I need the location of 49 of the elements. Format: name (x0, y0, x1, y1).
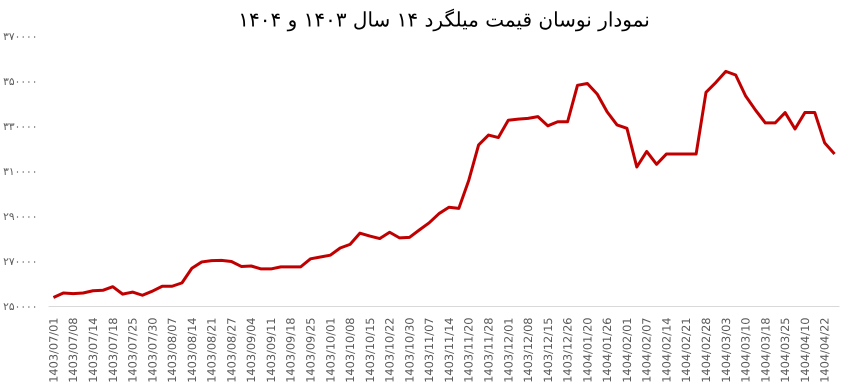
x-tick-label: 1404/02/01 (620, 317, 634, 383)
x-tick-label: 1404/02/14 (659, 317, 674, 383)
chart-title: نمودار نوسان قیمت میلگرد ۱۴ سال ۱۴۰۳ و ۱۴۰۴ (238, 8, 650, 32)
x-tick-label: 1403/07/08 (66, 317, 80, 383)
x-tick-label: 1403/11/28 (481, 317, 496, 383)
x-tick-label: 1403/07/30 (145, 317, 160, 383)
x-tick-label: 1404/03/25 (778, 317, 792, 383)
x-tick-label: 1404/03/03 (718, 317, 733, 383)
x-tick-label: 1403/10/22 (382, 317, 397, 383)
x-tick-label: 1403/10/01 (323, 317, 338, 383)
y-tick-label: ۳۳۰۰۰۰ (3, 120, 38, 133)
x-tick-label: 1403/11/07 (422, 317, 436, 383)
y-tick-label: ۲۹۰۰۰۰ (3, 210, 38, 223)
x-tick-label: 1403/12/01 (501, 317, 516, 383)
x-tick-label: 1403/07/14 (86, 317, 100, 383)
x-tick-label: 1403/12/15 (540, 317, 555, 383)
x-tick-label: 1403/10/15 (362, 317, 377, 383)
x-tick-label: 1403/08/14 (184, 317, 199, 383)
line-series (52, 70, 836, 299)
x-tick-label: 1404/04/10 (798, 317, 812, 383)
x-tick-label: 1404/03/18 (758, 317, 772, 383)
x-tick-label: 1403/11/20 (462, 317, 476, 383)
x-tick-label: 1403/11/14 (442, 317, 456, 383)
x-tick-label: 1404/02/28 (699, 317, 714, 383)
x-tick-label: 1403/08/21 (204, 317, 219, 383)
x-tick-label: 1403/09/18 (284, 317, 298, 383)
x-tick-label: 1403/09/25 (304, 317, 318, 383)
x-tick-label: 1403/08/27 (224, 317, 238, 383)
x-tick-label: 1404/03/10 (738, 317, 753, 383)
x-tick-label: 1404/02/07 (640, 317, 654, 383)
x-tick-label: 1403/09/11 (264, 317, 278, 383)
x-tick-label: 1403/12/08 (521, 317, 536, 383)
x-tick-label: 1404/02/21 (679, 317, 694, 383)
x-tick-label: 1403/10/08 (343, 317, 358, 383)
y-tick-label: ۳۵۰۰۰۰ (3, 75, 38, 88)
x-tick-label: 1404/04/22 (818, 317, 832, 383)
x-tick-label: 1403/07/18 (106, 317, 120, 383)
y-tick-label: ۲۷۰۰۰۰ (3, 255, 38, 268)
y-tick-label: ۳۷۰۰۰۰ (3, 30, 38, 43)
x-tick-label: 1403/08/07 (165, 317, 180, 383)
x-tick-label: 1404/01/20 (580, 317, 594, 383)
y-tick-label: ۳۱۰۰۰۰ (3, 165, 38, 178)
x-tick-label: 1403/10/30 (402, 317, 416, 383)
x-tick-label: 1404/01/26 (600, 317, 614, 383)
x-tick-label: 1403/12/26 (560, 317, 575, 383)
y-tick-label: ۲۵۰۰۰۰ (3, 300, 38, 313)
x-tick-label: 1403/07/25 (126, 317, 140, 383)
x-tick-label: 1403/07/01 (46, 317, 60, 383)
x-tick-label: 1403/09/04 (244, 317, 258, 383)
